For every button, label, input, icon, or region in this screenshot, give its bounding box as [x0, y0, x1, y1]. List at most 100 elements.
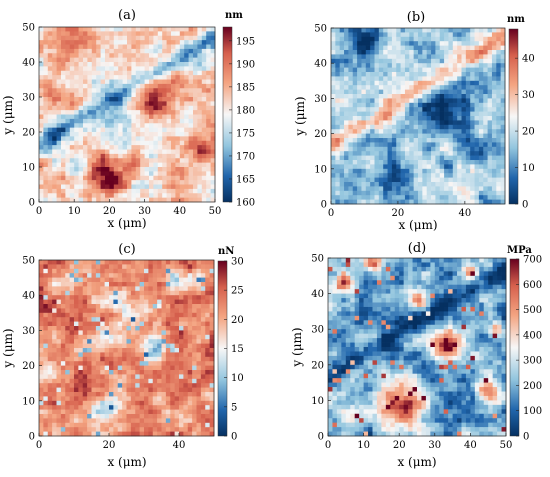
heatmap-cell — [74, 31, 79, 37]
heatmap-cell — [391, 107, 397, 112]
heatmap-cell — [105, 136, 110, 142]
heatmap-cell — [87, 83, 93, 89]
heatmap-cell — [391, 182, 397, 187]
heatmap-cell — [165, 352, 171, 358]
heatmap-cell — [348, 186, 354, 192]
heatmap-cell — [117, 304, 123, 309]
heatmap-cell — [378, 76, 384, 82]
heatmap-cell — [144, 392, 149, 397]
heatmap-cell — [496, 67, 501, 73]
heatmap-cell — [52, 118, 57, 124]
heatmap-cell — [444, 133, 449, 139]
heatmap-cell — [91, 188, 97, 194]
heatmap-cell — [188, 44, 194, 50]
heatmap-cell — [69, 308, 75, 314]
heatmap-cell — [78, 290, 84, 296]
heatmap-cell — [139, 334, 145, 340]
heatmap-cell — [165, 312, 171, 318]
heatmap-cell — [78, 53, 84, 58]
heatmap-cell — [426, 94, 432, 99]
heatmap-cell — [197, 188, 203, 194]
heatmap-cell — [74, 339, 79, 344]
heatmap-cell — [365, 151, 371, 156]
heatmap-cell — [370, 133, 375, 139]
heatmap-cell — [383, 94, 388, 99]
heatmap-cell — [439, 41, 445, 46]
heatmap-cell — [117, 352, 123, 358]
heatmap-cell — [148, 326, 154, 331]
heatmap-cell — [452, 124, 458, 130]
heatmap-cell — [47, 162, 53, 168]
heatmap-cell — [87, 326, 92, 331]
heatmap-cell — [109, 97, 115, 102]
heatmap-cell — [149, 44, 154, 50]
heatmap-cell — [378, 80, 384, 86]
heatmap-cell — [91, 27, 97, 32]
heatmap-cell — [404, 94, 410, 99]
heatmap-cell — [74, 321, 79, 327]
heatmap-cell — [487, 129, 493, 134]
heatmap-cell — [196, 352, 202, 358]
heatmap-cell — [52, 326, 57, 331]
heatmap-cell — [193, 44, 198, 50]
heatmap-cell — [452, 102, 458, 108]
heatmap-cell — [65, 427, 70, 432]
heatmap-cell — [74, 44, 79, 50]
heatmap-cell — [210, 171, 216, 177]
heatmap-cell — [140, 184, 145, 190]
heatmap-cell — [171, 83, 176, 89]
heatmap-cell — [409, 177, 414, 183]
heatmap-cell — [104, 343, 110, 349]
heatmap-cell — [426, 72, 432, 77]
heatmap-cell — [83, 127, 88, 133]
heatmap-cell — [82, 348, 88, 353]
heatmap-cell — [422, 124, 428, 130]
heatmap-cell — [91, 180, 97, 185]
heatmap-cell — [39, 162, 44, 168]
heatmap-cell — [109, 339, 114, 344]
heatmap-cell — [39, 348, 44, 353]
heatmap-cell — [165, 268, 171, 274]
heatmap-cell — [162, 70, 167, 76]
heatmap-cell — [205, 273, 210, 278]
heatmap-cell — [400, 98, 406, 104]
heatmap-cell — [100, 330, 105, 336]
heatmap-cell — [179, 31, 185, 37]
heatmap-cell — [135, 304, 140, 309]
heatmap-cell — [52, 167, 57, 172]
heatmap-cell — [152, 304, 158, 309]
heatmap-cell — [148, 321, 154, 327]
heatmap-cell — [174, 286, 180, 292]
colorbar-tick-label: 30 — [231, 257, 244, 268]
heatmap-cell — [197, 136, 203, 142]
heatmap-cell — [361, 177, 367, 183]
heatmap-cell — [130, 317, 136, 322]
heatmap-cell — [122, 40, 128, 45]
heatmap-cell — [205, 418, 210, 424]
heatmap-cell — [196, 427, 202, 432]
heatmap-cell — [74, 383, 79, 388]
heatmap-cell — [465, 36, 471, 42]
panel-a-colorbar-unit: nm — [225, 10, 243, 21]
heatmap-cell — [104, 299, 110, 305]
heatmap-cell — [104, 260, 110, 265]
heatmap-cell — [113, 282, 119, 287]
heatmap-cell — [52, 184, 57, 190]
heatmap-cell — [122, 171, 128, 177]
heatmap-cell — [206, 40, 211, 45]
heatmap-cell — [422, 182, 428, 187]
heatmap-cell — [149, 153, 154, 159]
heatmap-cell — [91, 326, 97, 331]
heatmap-cell — [422, 50, 428, 55]
heatmap-cell — [409, 36, 414, 42]
heatmap-cell — [161, 361, 167, 366]
heatmap-cell — [196, 374, 202, 380]
heatmap-cell — [205, 286, 210, 292]
heatmap-cell — [69, 136, 75, 142]
heatmap-cell — [166, 167, 172, 172]
heatmap-cell — [192, 304, 197, 309]
heatmap-cell — [187, 326, 193, 331]
heatmap-cell — [179, 282, 184, 287]
heatmap-cell — [52, 348, 57, 353]
heatmap-cell — [196, 295, 202, 300]
